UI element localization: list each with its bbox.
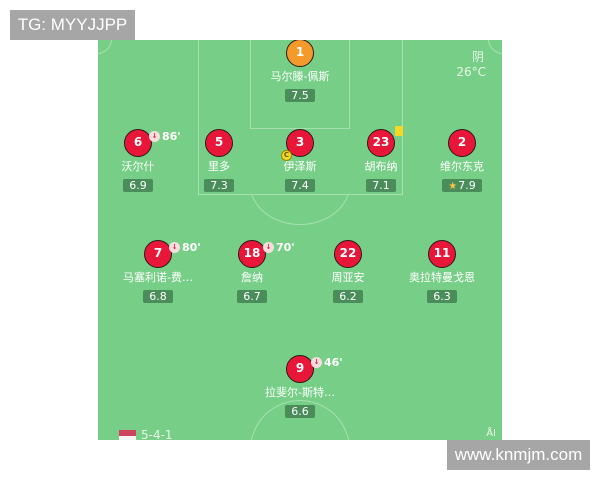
player-3[interactable]: 3 C 伊泽斯 7.4: [245, 129, 355, 193]
player-number-badge: 5: [205, 129, 233, 157]
substitution-minute: 70': [276, 241, 295, 254]
player-number-badge: 23: [367, 126, 403, 157]
player-number: 3: [295, 135, 305, 149]
substitution-off-icon: ↓: [169, 242, 180, 253]
player-number-badge: 22: [334, 240, 362, 268]
player-rating: 6.6: [285, 405, 315, 418]
player-name: 里多: [208, 160, 230, 173]
player-number: 1: [295, 45, 305, 59]
player-rating: 7.5: [285, 89, 315, 102]
player-5[interactable]: 5 里多 7.3: [164, 129, 274, 193]
player-18[interactable]: 18 ↓ 70' 詹纳 6.7: [197, 240, 307, 304]
player-9[interactable]: 9 ↓ 46' 拉斐尔-斯特… 6.6: [245, 355, 355, 419]
player-number-badge: 1: [286, 40, 314, 67]
rating-value: 7.3: [210, 179, 228, 192]
player-name: 詹纳: [241, 271, 263, 284]
substitution-off-icon: ↓: [311, 357, 322, 368]
weather-temperature: 26°C: [456, 65, 486, 79]
player-name: 马塞利诺-费…: [123, 271, 193, 284]
substitution-minute: 86': [162, 130, 181, 143]
rating-value: 7.9: [458, 179, 476, 192]
substitution-off-icon: ↓: [149, 131, 160, 142]
ai-icon[interactable]: ÅI: [486, 428, 496, 439]
pitch: 阴 26°C 5-4-1 ÅI 1 马尔滕-佩斯 7.5 6 ↓ 86' 沃尔什 6.9 5 里多…: [98, 40, 502, 440]
player-number: 18: [243, 246, 261, 260]
player-number-badge: 11: [428, 240, 456, 268]
player-7[interactable]: 7 ↓ 80' 马塞利诺-费… 6.8: [103, 240, 213, 304]
player-number: 2: [457, 135, 467, 149]
player-name: 奥拉特曼戈恩: [409, 271, 475, 284]
player-number: 7: [153, 246, 163, 260]
player-22[interactable]: 22 周亚安 6.2: [293, 240, 403, 304]
corner-arc-left: [98, 40, 112, 54]
formation-label: 5-4-1: [141, 428, 173, 440]
rating-value: 6.6: [291, 405, 309, 418]
rating-value: 6.8: [149, 290, 167, 303]
player-number: 9: [295, 361, 305, 375]
watermark-top-left: TG: MYYJJPP: [10, 10, 135, 40]
player-name: 伊泽斯: [283, 160, 317, 173]
player-name: 马尔滕-佩斯: [270, 70, 330, 83]
player-name: 沃尔什: [121, 160, 155, 173]
player-number: 22: [339, 246, 357, 260]
player-number: 6: [133, 135, 143, 149]
player-rating: 6.9: [123, 179, 153, 192]
player-number-badge: 9 ↓ 46': [286, 355, 343, 383]
player-rating: 7.1: [366, 179, 396, 192]
player-rating: 6.2: [333, 290, 363, 303]
player-1[interactable]: 1 马尔滕-佩斯 7.5: [245, 40, 355, 103]
player-number: 11: [433, 246, 451, 260]
player-number-badge: 2: [448, 129, 476, 157]
substitution-minute: 80': [182, 241, 201, 254]
player-rating: 6.8: [143, 290, 173, 303]
team-flag-icon: [119, 430, 136, 440]
weather-condition: 阴: [471, 50, 484, 64]
rating-value: 6.2: [339, 290, 357, 303]
player-2[interactable]: 2 维尔东克 ★7.9: [407, 129, 502, 193]
substitution-indicator: ↓ 86': [149, 124, 181, 149]
rating-value: 7.5: [291, 89, 309, 102]
rating-value: 7.4: [291, 179, 309, 192]
star-icon: ★: [448, 181, 458, 192]
player-rating: 6.7: [237, 290, 267, 303]
player-name: 拉斐尔-斯特…: [265, 386, 335, 399]
player-rating: ★7.9: [442, 179, 482, 192]
player-number: 5: [214, 135, 224, 149]
substitution-off-icon: ↓: [263, 242, 274, 253]
penalty-area: [198, 40, 403, 195]
substitution-indicator: ↓ 46': [311, 350, 343, 375]
substitution-indicator: ↓ 80': [169, 235, 201, 260]
player-23[interactable]: 23 胡布纳 7.1: [326, 126, 436, 193]
captain-icon: C: [281, 150, 292, 161]
player-name: 维尔东克: [440, 160, 484, 173]
player-number: 23: [372, 135, 390, 149]
player-6[interactable]: 6 ↓ 86' 沃尔什 6.9: [98, 129, 193, 193]
watermark-bottom-right: www.knmjm.com: [447, 440, 590, 470]
player-name: 胡布纳: [364, 160, 398, 173]
rating-value: 7.1: [372, 179, 390, 192]
player-11[interactable]: 11 奥拉特曼戈恩 6.3: [387, 240, 497, 304]
player-rating: 6.3: [427, 290, 457, 303]
player-number-badge: 7 ↓ 80': [144, 240, 201, 268]
substitution-indicator: ↓ 70': [263, 235, 295, 260]
player-number-badge: 18 ↓ 70': [238, 240, 295, 268]
substitution-minute: 46': [324, 356, 343, 369]
player-rating: 7.4: [285, 179, 315, 192]
player-rating: 7.3: [204, 179, 234, 192]
yellow-card-icon: [395, 126, 403, 136]
goal-area: [250, 40, 350, 129]
corner-arc-right: [488, 40, 502, 54]
player-number-badge: 6 ↓ 86': [124, 129, 181, 157]
rating-value: 6.9: [129, 179, 147, 192]
player-name: 周亚安: [331, 271, 365, 284]
rating-value: 6.7: [243, 290, 261, 303]
rating-value: 6.3: [433, 290, 451, 303]
